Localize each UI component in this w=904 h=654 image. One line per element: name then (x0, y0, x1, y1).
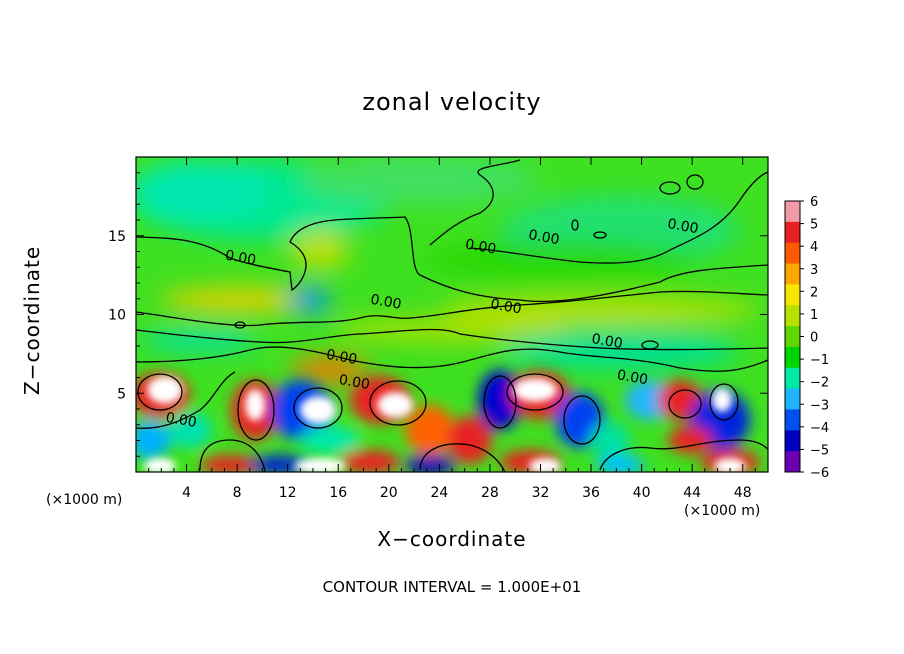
x-tick-label: 48 (734, 485, 752, 501)
colorbar-tick-label: −4 (810, 421, 829, 436)
x-tick-label: 8 (233, 485, 242, 501)
x-tick-label: 16 (329, 485, 347, 501)
colorbar-tick-label: −5 (810, 443, 829, 458)
x-tick-label: 32 (532, 485, 550, 501)
contour-label: 0.00 (338, 372, 371, 393)
colorbar-segment (785, 263, 800, 285)
colorbar-tick-label: 4 (810, 240, 818, 255)
contour-label: 0.00 (666, 216, 699, 237)
colorbar-tick-label: 5 (810, 218, 818, 233)
x-tick-label: 40 (633, 485, 651, 501)
y-tick-label: 5 (117, 386, 126, 402)
contour-label: 0.00 (369, 292, 402, 313)
contour-label: 0.00 (527, 227, 560, 248)
x-tick-label: 36 (582, 485, 600, 501)
colorbar-segment (785, 326, 800, 348)
colorbar-segment (785, 201, 800, 223)
colorbar-tick-label: 1 (810, 308, 818, 323)
heatmap-field (136, 157, 768, 472)
x-tick-label: 20 (380, 485, 398, 501)
x-tick-label: 28 (481, 485, 499, 501)
colorbar-segment (785, 346, 800, 369)
colorbar-segment (785, 242, 800, 265)
contour-labels: 0.00 0.00 0.00 0.00 0.00 0.00 0.00 0.00 0.00 0.00… (164, 216, 699, 431)
contour-interval-note: CONTOUR INTERVAL = 1.000E+01 (322, 578, 582, 596)
x-axis-label: X−coordinate (377, 527, 527, 551)
colorbar-tick-label: 2 (810, 285, 818, 300)
contour-label: 0.00 (590, 331, 623, 352)
colorbar-segment (785, 451, 800, 473)
colorbar-segment (785, 367, 800, 390)
colorbar-segment (785, 409, 800, 431)
chart-title: zonal velocity (362, 88, 542, 116)
colorbar-tick-label: 6 (810, 195, 818, 210)
contour-label: 0.00 (464, 237, 497, 258)
x-unit-label-right: (×1000 m) (684, 503, 761, 519)
colorbar-segment (785, 221, 800, 244)
colorbar-tick-label: −6 (810, 466, 829, 481)
x-tick-label: 4 (182, 485, 191, 501)
colorbar-segment (785, 430, 800, 452)
contour-label: 0.00 (489, 296, 522, 317)
contour-label: 0.00 (616, 367, 649, 388)
colorbar-tick-label: −2 (810, 376, 829, 391)
x-tick-label: 24 (430, 485, 448, 501)
contour-lines (136, 159, 768, 472)
y-axis-label: Z−coordinate (20, 245, 44, 395)
y-tick-label: 10 (108, 308, 126, 324)
colorbar-tick-label: −3 (810, 398, 829, 413)
colorbar-tick-label: 0 (810, 331, 818, 346)
contour-label: 0.00 (224, 248, 257, 269)
x-tick-label: 44 (683, 485, 701, 501)
colorbar: 6 5 4 3 2 1 0 −1 −2 −3 −4 −5 −6 (784, 195, 829, 481)
contour-label: 0.00 (164, 410, 197, 431)
colorbar-segment (785, 388, 800, 410)
contour-label: 0.00 (325, 347, 358, 368)
x-tick-label: 12 (279, 485, 297, 501)
x-unit-label-left: (×1000 m) (46, 492, 123, 508)
y-tick-label: 15 (108, 229, 126, 245)
colorbar-segment (785, 305, 800, 327)
colorbar-tick-label: 3 (810, 263, 818, 278)
colorbar-tick-label: −1 (810, 353, 829, 368)
colorbar-segment (785, 284, 800, 306)
